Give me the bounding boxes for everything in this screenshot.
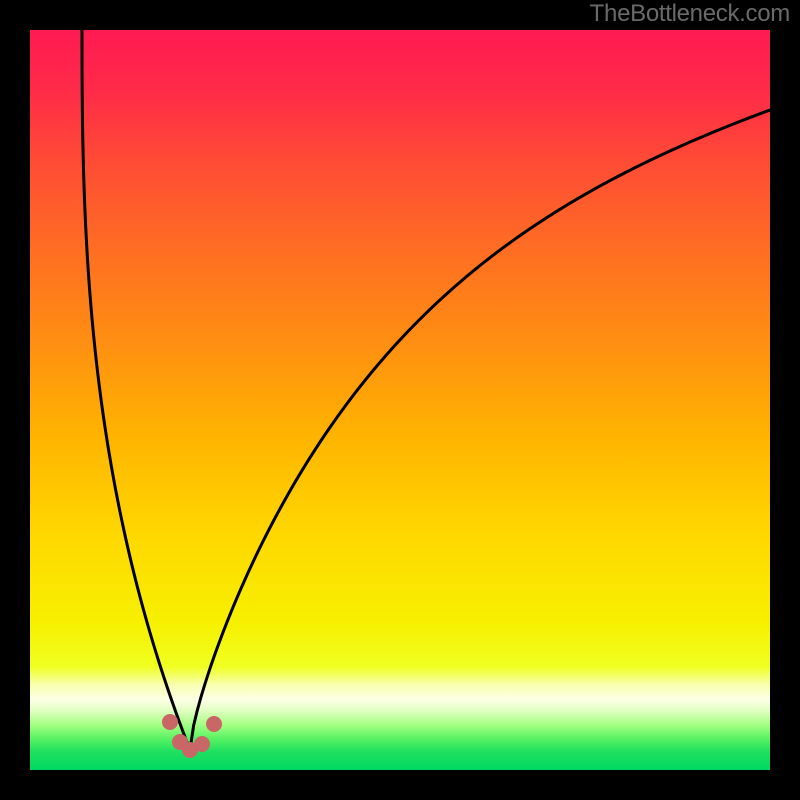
trough-marker [162,714,178,730]
trough-marker [206,716,222,732]
trough-marker [194,736,210,752]
bottleneck-curve [30,30,770,770]
watermark-text: TheBottleneck.com [590,0,790,28]
chart-container: TheBottleneck.com [0,0,800,800]
plot-area [30,30,770,770]
